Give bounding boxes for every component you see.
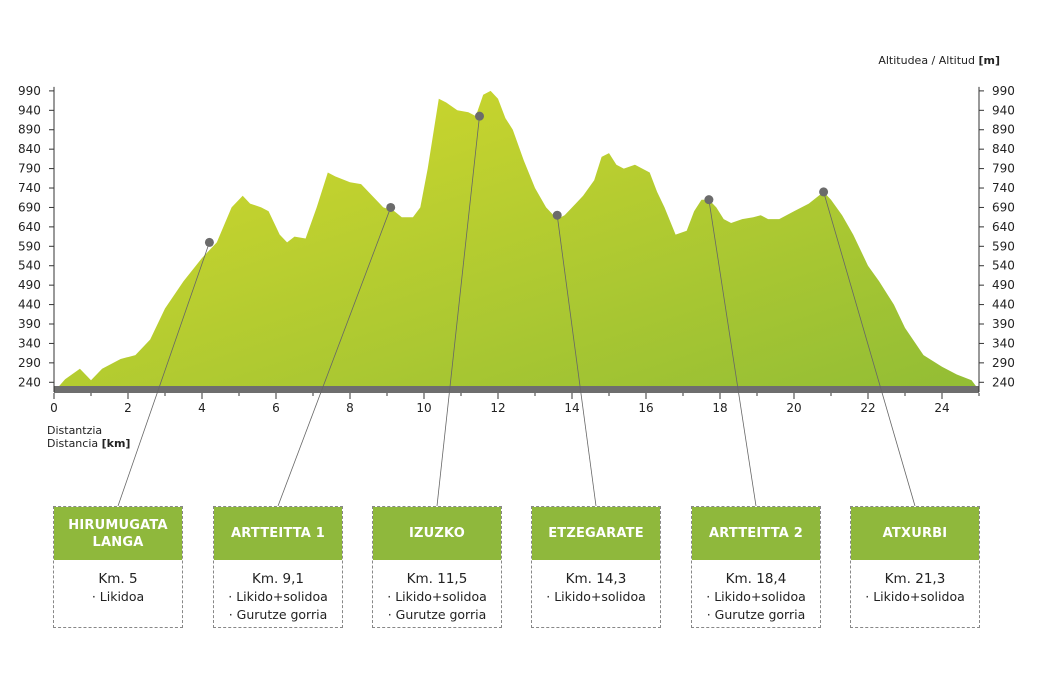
station-leader-line	[117, 242, 210, 507]
station-km: Km. 21,3	[884, 571, 946, 587]
xlabel-line-1: Distantzia	[47, 424, 102, 437]
station-leader-line	[556, 215, 597, 507]
station-service: · Likido+solidoa	[546, 589, 646, 604]
y-tick-label-right: 440	[992, 298, 1015, 312]
station-name: HIRUMUGATA LANGA	[54, 507, 182, 560]
station-service: · Gurutze gorria	[706, 607, 806, 622]
station-name: ARTTEITTA 1	[214, 507, 342, 560]
station-box: IZUZKO Km. 11,5 · Likido+solidoa · Gurutze …	[372, 506, 502, 628]
y-tick-label-right: 990	[992, 84, 1015, 98]
station-service: · Likido+solidoa	[865, 589, 965, 604]
station-name: ETZEGARATE	[532, 507, 660, 560]
base-bar	[54, 386, 979, 393]
station-details: Km. 14,3 · Likido+solidoa	[532, 560, 660, 606]
y-tick-label-left: 940	[18, 103, 41, 117]
x-tick-label: 6	[272, 401, 280, 415]
xlabel-line-2: Distancia [km]	[47, 437, 130, 450]
station-details: Km. 11,5 · Likido+solidoa · Gurutze gorria	[373, 560, 501, 624]
station-details: Km. 9,1 · Likido+solidoa · Gurutze gorria	[214, 560, 342, 624]
x-tick-label: 20	[786, 401, 801, 415]
station-leader-line	[708, 199, 757, 507]
station-box: ARTTEITTA 2 Km. 18,4 · Likido+solidoa · Gur…	[691, 506, 821, 628]
ylabel-unit: [m]	[978, 54, 1000, 67]
y-tick-label-left: 590	[18, 239, 41, 253]
x-tick-label: 16	[638, 401, 653, 415]
x-tick-label: 14	[564, 401, 579, 415]
y-tick-label-left: 290	[18, 356, 41, 370]
x-tick-label: 8	[346, 401, 354, 415]
y-tick-label-right: 290	[992, 356, 1015, 370]
y-tick-label-right: 790	[992, 162, 1015, 176]
y-tick-label-right: 740	[992, 181, 1015, 195]
station-box: ARTTEITTA 1 Km. 9,1 · Likido+solidoa · Guru…	[213, 506, 343, 628]
y-tick-label-left: 690	[18, 200, 41, 214]
station-marker	[552, 210, 562, 220]
station-name: ATXURBI	[851, 507, 979, 560]
station-leader-line	[823, 191, 916, 507]
y-tick-label-left: 340	[18, 336, 41, 350]
y-tick-label-left: 990	[18, 84, 41, 98]
x-tick-label: 24	[934, 401, 949, 415]
station-marker	[704, 195, 714, 205]
y-tick-label-left: 440	[18, 298, 41, 312]
y-tick-label-left: 890	[18, 123, 41, 137]
y-tick-label-right: 840	[992, 142, 1015, 156]
station-marker	[386, 202, 396, 212]
station-box: ETZEGARATE Km. 14,3 · Likido+solidoa	[531, 506, 661, 628]
y-tick-label-left: 540	[18, 259, 41, 273]
station-marker	[475, 111, 484, 121]
station-details: Km. 21,3 · Likido+solidoa	[851, 560, 979, 606]
station-leader-line	[436, 116, 480, 507]
station-name: IZUZKO	[373, 507, 501, 560]
y-tick-label-right: 690	[992, 200, 1015, 214]
y-tick-label-left: 490	[18, 278, 41, 292]
station-service: · Gurutze gorria	[228, 607, 328, 622]
y-tick-label-right: 240	[992, 375, 1015, 389]
y-tick-label-right: 590	[992, 239, 1015, 253]
station-km: Km. 11,5	[406, 571, 468, 587]
station-service: · Likido+solidoa	[228, 589, 328, 604]
station-details: Km. 18,4 · Likido+solidoa · Gurutze gorria	[692, 560, 820, 624]
station-leader-line	[277, 207, 392, 507]
y-tick-label-left: 640	[18, 220, 41, 234]
y-tick-label-left: 790	[18, 162, 41, 176]
elevation-profile-area	[54, 90, 979, 393]
station-service: · Gurutze gorria	[387, 607, 487, 622]
station-marker	[204, 237, 214, 247]
ylabel: Altitudea / Altitud [m]	[878, 54, 1000, 67]
y-tick-label-left: 390	[18, 317, 41, 331]
station-km: Km. 14,3	[565, 571, 627, 587]
station-marker	[819, 187, 829, 197]
x-tick-label: 0	[50, 401, 58, 415]
y-tick-label-right: 940	[992, 103, 1015, 117]
station-name: ARTTEITTA 2	[692, 507, 820, 560]
station-details: Km. 5 · Likidoa	[54, 560, 182, 606]
station-box: HIRUMUGATA LANGA Km. 5 · Likidoa	[53, 506, 183, 628]
station-service: · Likido+solidoa	[706, 589, 806, 604]
y-tick-label-right: 640	[992, 220, 1015, 234]
y-tick-label-right: 390	[992, 317, 1015, 331]
station-service: · Likidoa	[91, 589, 145, 604]
xlabel-unit: [km]	[102, 437, 131, 450]
station-km: Km. 9,1	[251, 571, 305, 587]
y-tick-label-right: 540	[992, 259, 1015, 273]
x-tick-label: 2	[124, 401, 132, 415]
x-tick-label: 10	[416, 401, 431, 415]
y-tick-label-left: 840	[18, 142, 41, 156]
x-tick-label: 18	[712, 401, 727, 415]
y-tick-label-left: 240	[18, 375, 41, 389]
station-service: · Likido+solidoa	[387, 589, 487, 604]
y-tick-label-right: 490	[992, 278, 1015, 292]
y-tick-label-left: 740	[18, 181, 41, 195]
x-tick-label: 4	[198, 401, 206, 415]
station-km: Km. 5	[98, 571, 138, 587]
station-box: ATXURBI Km. 21,3 · Likido+solidoa	[850, 506, 980, 628]
station-km: Km. 18,4	[725, 571, 787, 587]
y-tick-label-right: 890	[992, 123, 1015, 137]
y-tick-label-right: 340	[992, 336, 1015, 350]
x-tick-label: 12	[490, 401, 505, 415]
x-tick-label: 22	[860, 401, 875, 415]
